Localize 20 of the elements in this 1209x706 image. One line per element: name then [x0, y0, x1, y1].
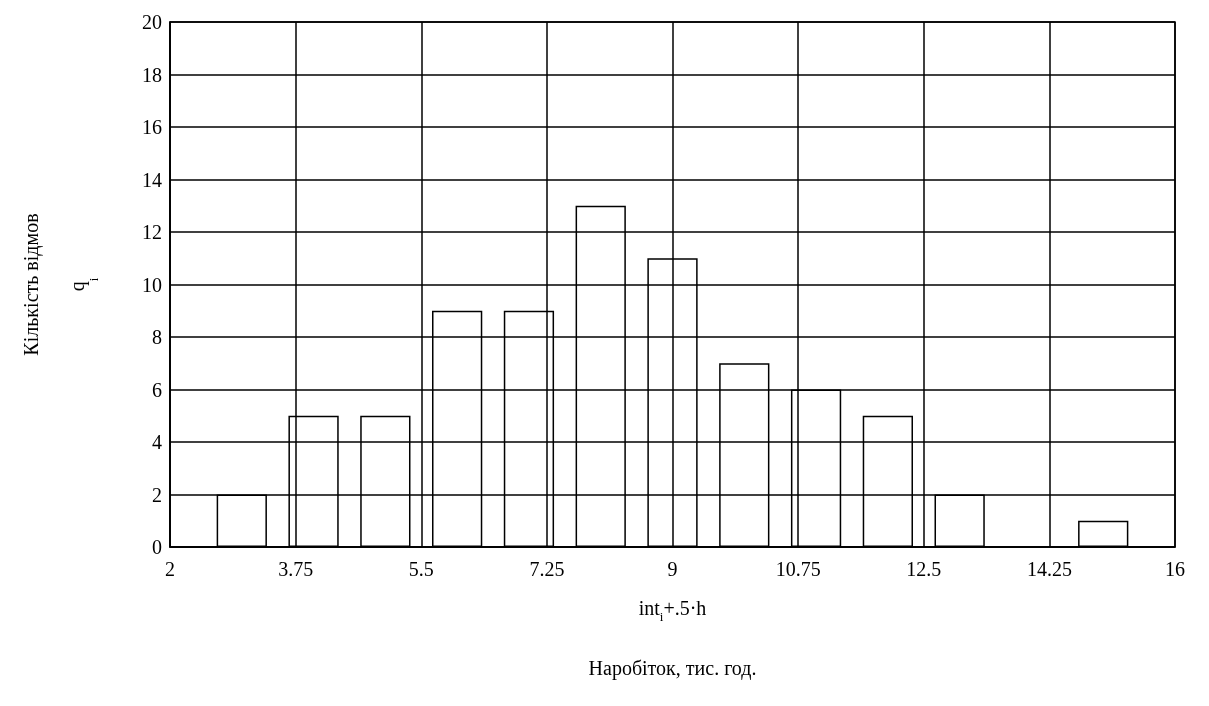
x-tick-label: 3.75 — [278, 558, 314, 580]
y-tick-label: 20 — [142, 11, 162, 33]
x-tick-label: 12.5 — [906, 558, 942, 580]
y-tick-label: 18 — [142, 63, 162, 86]
y-tick-label: 4 — [152, 431, 162, 453]
y-tick-label: 10 — [142, 273, 162, 296]
x-tick-label: 7.25 — [529, 558, 565, 580]
y-tick-label: 0 — [152, 536, 162, 558]
y-tick-label: 14 — [142, 168, 162, 191]
x-tick-label: 10.75 — [775, 558, 821, 580]
x-tick-label: 14.25 — [1026, 558, 1072, 580]
y-tick-label: 12 — [142, 221, 162, 243]
x-tick-label: 5.5 — [408, 558, 434, 580]
x-tick-label: 9 — [667, 558, 678, 580]
y-tick-label: 2 — [152, 483, 162, 506]
y-tick-label: 6 — [152, 378, 162, 401]
y-tick-label: 8 — [152, 326, 162, 348]
text: Кількість відмов qi — [20, 213, 101, 356]
y-tick-label: 16 — [142, 116, 162, 138]
x-tick-label: 16 — [1165, 558, 1185, 580]
